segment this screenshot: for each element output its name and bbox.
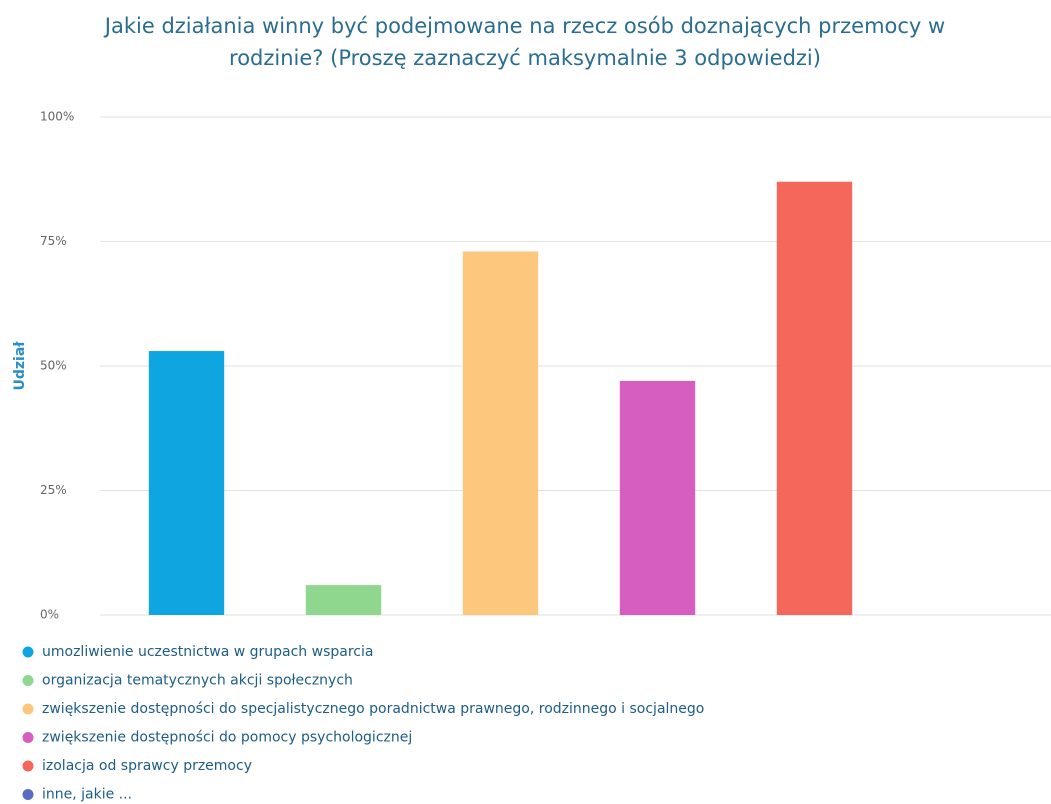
bar [148, 351, 225, 615]
chart-title: Jakie działania winny być podejmowane na… [104, 14, 946, 70]
legend-marker [22, 789, 34, 800]
legend-label: izolacja od sprawcy przemocy [42, 758, 252, 774]
legend-marker [22, 646, 34, 658]
legend-label: zwiększenie dostępności do pomocy psycho… [42, 730, 412, 746]
y-tick-label: 75% [40, 234, 67, 248]
bar [619, 380, 696, 615]
legend-label: organizacja tematycznych akcji społeczny… [42, 673, 353, 689]
legend-marker [22, 732, 34, 743]
y-tick-label: 0% [40, 608, 59, 622]
legend-marker [22, 675, 34, 686]
y-axis-label: Udział [12, 341, 28, 391]
bar [776, 181, 853, 616]
bar [305, 585, 382, 615]
legend-label: umozliwienie uczestnictwa w grupach wspa… [42, 644, 373, 660]
legend-marker [22, 760, 34, 772]
y-tick-label: 25% [40, 483, 67, 497]
bar [462, 251, 539, 615]
legend-label: inne, jakie ... [42, 787, 132, 803]
legend-marker [22, 703, 34, 715]
y-tick-label: 50% [40, 359, 67, 373]
y-tick-label: 100% [40, 110, 74, 124]
legend-label: zwiększenie dostępności do specjalistycz… [42, 701, 704, 717]
